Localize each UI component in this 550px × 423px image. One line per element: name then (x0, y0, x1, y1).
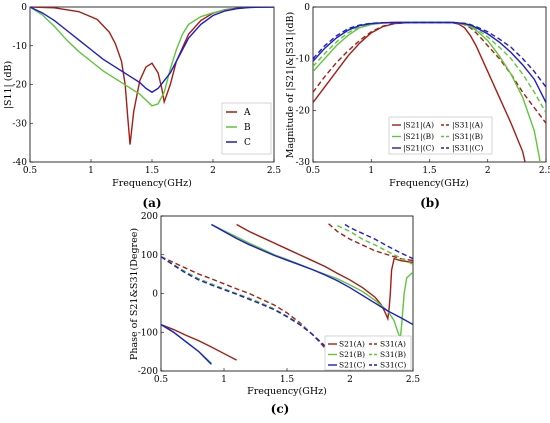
panel-label-a: (a) (142, 196, 161, 210)
legend-label-a-A: A (243, 108, 251, 118)
y-tick-label: -20 (13, 81, 28, 91)
x-tick-label: 0.5 (306, 166, 321, 176)
y-tick-label: -30 (296, 158, 311, 168)
x-ticks-a: 0.5 1 1.5 2 2.5 (23, 159, 282, 176)
legend-label: |S31|(A) (452, 121, 483, 130)
legend-label: S31(B) (380, 350, 406, 359)
x-tick-label: 1.5 (280, 375, 295, 385)
legend-a: A B C (221, 102, 272, 155)
y-tick-label: -40 (13, 158, 28, 168)
series-line-b-5 (313, 21, 546, 88)
legend-rows-c: S21(A) S31(A) S21(B) S31(B) S21(C) S31(C) (328, 340, 406, 370)
x-tick-label: 2 (485, 166, 491, 176)
y-tick-label: 0 (304, 3, 310, 13)
y-tick-label: -20 (296, 106, 311, 116)
legend-label-a-B: B (244, 123, 251, 133)
y-tick-label: 0 (21, 3, 27, 13)
y-ticks-c: 200 100 0 -100 -200 (138, 212, 164, 377)
x-tick-label: 1 (368, 166, 374, 176)
panel-label-b: (b) (420, 196, 440, 210)
x-tick-label: 2 (347, 375, 353, 385)
x-axis-label-c: Frequency(GHz) (247, 386, 327, 397)
y-axis-label-c: Phase of S21&S31(Degree) (129, 228, 140, 360)
series-line-a-0 (30, 7, 274, 145)
x-axis-label-a: Frequency(GHz) (112, 178, 192, 189)
panel-label-c: (c) (271, 402, 290, 416)
x-tick-label: 1.5 (145, 166, 160, 176)
series-line-c-1 (161, 223, 413, 365)
legend-box-c (324, 335, 412, 371)
x-tick-label: 2.5 (406, 375, 421, 385)
legend-rows-b: |S21|(A) |S31|(A) |S21|(B) |S31|(B) |S21|(C)… (392, 121, 483, 153)
y-axis-label-a: |S11| (dB) (3, 61, 14, 110)
legend-label: |S21|(B) (403, 132, 434, 141)
legend-label-a-C: C (244, 138, 251, 148)
x-axis-label-b: Frequency(GHz) (389, 178, 469, 189)
series-b (313, 21, 546, 162)
series-c (161, 223, 413, 365)
legend-label: S31(A) (380, 340, 406, 349)
legend-c: S21(A) S31(A) S21(B) S31(B) S21(C) S31(C) (324, 335, 412, 371)
legend-label: S21(C) (339, 361, 365, 370)
x-ticks-c: 0.5 1 1.5 2 2.5 (154, 368, 421, 385)
legend-label: |S31|(B) (452, 132, 483, 141)
panel-a: 0.5 1 1.5 2 2.5 0 -10 -20 -30 -40 Frequency(GHz)… (3, 3, 281, 210)
y-tick-label: -30 (13, 119, 28, 129)
y-axis-label-b: Magnitude of |S21|&|S31|(dB) (285, 12, 296, 158)
series-line-b-4 (313, 21, 546, 103)
legend-label: |S31|(C) (452, 144, 483, 153)
legend-label: S31(C) (380, 361, 406, 370)
series-line-c-5 (161, 223, 413, 365)
y-tick-label: 200 (141, 212, 158, 222)
legend-label: S21(A) (339, 340, 365, 349)
panel-c: 0.5 1 1.5 2 2.5 200 100 0 -100 -200 Frequency(GH… (129, 212, 420, 416)
x-tick-label: 1.5 (422, 166, 437, 176)
y-tick-label: -100 (138, 328, 158, 338)
y-tick-label: -200 (138, 367, 158, 377)
legend-box-b (388, 116, 493, 155)
series-line-c-0 (161, 223, 413, 361)
series-a (30, 7, 274, 145)
x-tick-label: 2.5 (539, 166, 550, 176)
y-tick-label: -10 (13, 42, 28, 52)
x-tick-label: 1 (221, 375, 227, 385)
legend-b: |S21|(A) |S31|(A) |S21|(B) |S31|(B) |S21|(C)… (388, 116, 493, 155)
y-tick-label: -10 (296, 55, 311, 65)
series-line-c-4 (161, 223, 413, 365)
legend-label: S21(B) (339, 350, 365, 359)
x-tick-label: 0.5 (154, 375, 169, 385)
legend-label: |S21|(C) (403, 144, 434, 153)
x-tick-label: 1 (88, 166, 94, 176)
x-ticks-b: 0.5 1 1.5 2 2.5 (306, 159, 550, 176)
y-tick-label: 0 (152, 290, 158, 300)
y-tick-label: 100 (141, 251, 158, 261)
x-tick-label: 2 (210, 166, 216, 176)
series-line-a-1 (30, 7, 274, 107)
legend-label: |S21|(A) (403, 121, 434, 130)
x-tick-label: 0.5 (23, 166, 38, 176)
x-tick-label: 2.5 (267, 166, 282, 176)
series-line-a-2 (30, 7, 274, 94)
panel-b: 0.5 1 1.5 2 2.5 0 -10 -20 -30 Frequency(GHz) Ma… (285, 3, 550, 210)
series-line-c-3 (161, 225, 413, 365)
